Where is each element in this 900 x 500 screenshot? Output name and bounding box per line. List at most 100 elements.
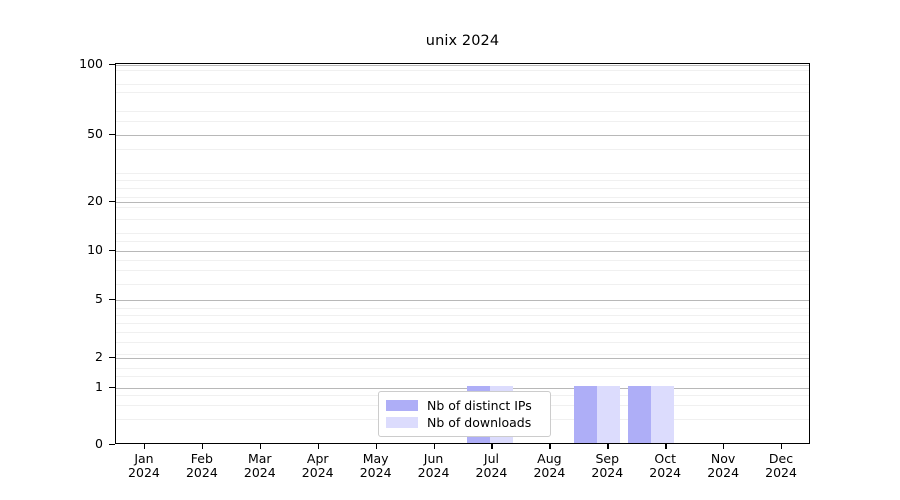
- x-tick-mark: [723, 444, 725, 449]
- gridline-minor: [116, 188, 809, 189]
- gridline-major: [116, 251, 809, 252]
- legend-swatch-downloads: [386, 417, 418, 428]
- gridline-minor: [116, 207, 809, 208]
- gridline-minor: [116, 342, 809, 343]
- y-tick-label: 10: [87, 242, 103, 257]
- y-tick-mark: [109, 201, 115, 203]
- x-tick-label-month: Jan: [134, 451, 154, 466]
- x-tick-label-year: 2024: [591, 465, 624, 481]
- y-axis-labels: 0 1 2 5 10 20 50 100: [57, 0, 103, 500]
- x-tick-label: Mar 2024: [230, 451, 290, 481]
- y-tick-label: 20: [87, 193, 103, 208]
- x-tick-label: Apr 2024: [288, 451, 348, 481]
- chart-legend: Nb of distinct IPs Nb of downloads: [378, 391, 551, 437]
- gridline-minor: [116, 92, 809, 93]
- x-tick-label-month: Apr: [306, 451, 329, 466]
- gridline-minor: [116, 180, 809, 181]
- x-tick-label: Nov 2024: [693, 451, 753, 481]
- plot-area: [115, 63, 810, 444]
- x-tick-label: Dec 2024: [751, 451, 811, 481]
- x-tick-label-year: 2024: [185, 465, 218, 481]
- x-tick-label-month: Sep: [595, 451, 620, 466]
- chart-title: unix 2024: [425, 33, 500, 49]
- x-tick-label: Jun 2024: [404, 451, 464, 481]
- x-tick-label-year: 2024: [707, 465, 740, 481]
- x-tick-label-year: 2024: [417, 465, 450, 481]
- gridline-major: [116, 388, 809, 389]
- gridline-minor: [116, 197, 809, 198]
- gridline-minor: [116, 260, 809, 261]
- y-tick-mark: [109, 444, 115, 446]
- gridline-minor: [116, 84, 809, 85]
- x-tick-mark: [259, 444, 262, 449]
- gridline-minor: [116, 111, 809, 112]
- x-tick-label-month: Aug: [537, 451, 562, 466]
- gridline-minor: [116, 70, 809, 71]
- gridline-major: [116, 300, 809, 301]
- x-tick-label-year: 2024: [649, 465, 682, 481]
- x-tick-label-month: Jun: [423, 451, 444, 466]
- x-tick-label: Feb 2024: [172, 451, 232, 481]
- x-tick-label-month: Feb: [190, 451, 213, 466]
- gridline-minor: [116, 219, 809, 220]
- y-tick-label: 100: [79, 56, 103, 71]
- x-tick-label: Jan 2024: [114, 451, 174, 481]
- gridline-minor: [116, 284, 809, 285]
- gridline-minor: [116, 308, 809, 309]
- y-tick-label: 1: [95, 379, 103, 394]
- gridline-minor: [116, 121, 809, 122]
- y-tick-mark: [109, 134, 115, 136]
- legend-label-distinct-ips: Nb of distinct IPs: [427, 398, 532, 413]
- y-tick-mark: [109, 357, 115, 359]
- legend-item-downloads: Nb of downloads: [386, 414, 543, 431]
- x-tick-mark: [665, 444, 667, 449]
- x-tick-label-year: 2024: [359, 465, 392, 481]
- x-tick-mark: [781, 444, 783, 449]
- x-tick-mark: [143, 444, 146, 449]
- x-tick-label: Sep 2024: [577, 451, 637, 481]
- x-tick-label-year: 2024: [475, 465, 508, 481]
- x-tick-label-year: 2024: [128, 465, 160, 481]
- x-tick-mark: [317, 444, 319, 449]
- x-tick-label-year: 2024: [301, 465, 334, 481]
- gridline-major: [116, 135, 809, 136]
- y-tick-label: 50: [87, 126, 103, 141]
- gridline-minor: [116, 323, 809, 324]
- bar-oct-series0: [628, 386, 651, 443]
- gridline-minor: [116, 149, 809, 150]
- x-tick-label: May 2024: [346, 451, 406, 481]
- x-tick-label: Aug 2024: [519, 451, 579, 481]
- gridline-minor: [116, 241, 809, 242]
- y-tick-label: 2: [95, 349, 103, 364]
- x-tick-label-year: 2024: [765, 465, 797, 481]
- gridline-minor: [116, 270, 809, 271]
- x-tick-label-month: Jul: [483, 451, 499, 466]
- y-tick-mark: [109, 387, 115, 389]
- x-tick-label-month: Oct: [654, 451, 677, 466]
- gridline-minor: [116, 233, 809, 234]
- gridline-minor: [116, 173, 809, 174]
- bar-sep-series1: [597, 386, 620, 443]
- y-tick-label: 0: [95, 436, 103, 451]
- gridline-minor: [116, 315, 809, 316]
- x-tick-label: Oct 2024: [635, 451, 695, 481]
- x-tick-mark: [375, 444, 377, 449]
- y-tick-label: 5: [95, 291, 103, 306]
- x-tick-label-month: Nov: [710, 451, 736, 466]
- gridline-minor: [116, 332, 809, 333]
- gridline-minor: [116, 376, 809, 377]
- bar-sep-series0: [574, 386, 597, 443]
- gridline-major: [116, 65, 809, 66]
- x-tick-label-year: 2024: [533, 465, 566, 481]
- x-tick-label: Jul 2024: [461, 451, 521, 481]
- x-tick-mark: [549, 444, 551, 449]
- x-tick-label-year: 2024: [243, 465, 276, 481]
- gridline-major: [116, 358, 809, 359]
- y-tick-mark: [109, 64, 115, 66]
- x-tick-label-month: Dec: [768, 451, 794, 466]
- x-tick-mark: [491, 444, 493, 449]
- x-tick-label-month: Mar: [247, 451, 272, 466]
- legend-item-distinct-ips: Nb of distinct IPs: [386, 397, 543, 414]
- legend-label-downloads: Nb of downloads: [427, 415, 532, 430]
